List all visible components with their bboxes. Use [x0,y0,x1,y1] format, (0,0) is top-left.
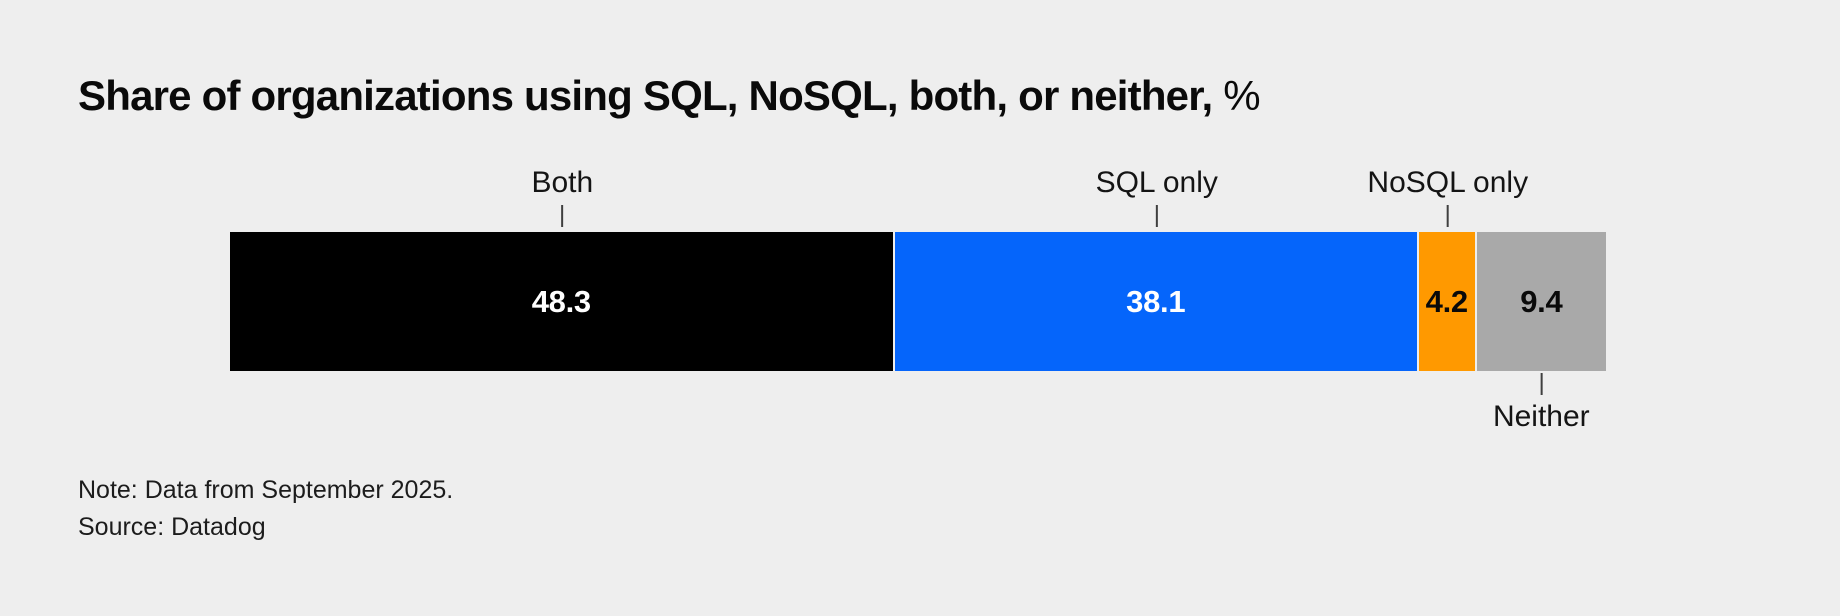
label-leader-tick [1446,205,1449,227]
bar-segment-nosql-only: 4.2 [1418,232,1477,371]
category-label-neither: Neither [1493,373,1590,434]
category-label-text: SQL only [1095,166,1218,199]
category-label-sql-only: SQL only [1096,166,1218,227]
bar-segment-both: 48.3 [230,232,895,371]
label-leader-tick [561,205,564,227]
chart-note: Note: Data from September 2025. [78,476,454,504]
chart-source: Source: Datadog [78,513,266,541]
category-label-both: Both [531,166,593,227]
label-leader-tick [1540,373,1543,395]
chart-title-text: Share of organizations using SQL, NoSQL,… [78,72,1213,119]
category-label-nosql-only: NoSQL only [1367,166,1528,227]
category-label-text: NoSQL only [1367,166,1529,199]
label-leader-tick [1155,205,1158,227]
bar-segment-neither: 9.4 [1476,232,1606,371]
segment-value-label: 4.2 [1425,283,1469,319]
bar-segment-sql-only: 38.1 [894,232,1419,371]
segment-value-label: 38.1 [1126,283,1186,319]
stacked-bar: 48.3 38.1 4.2 9.4 [230,232,1606,371]
chart-title-unit: % [1223,72,1261,119]
segment-value-label: 9.4 [1520,283,1563,319]
segment-value-label: 48.3 [531,283,591,319]
category-label-text: Both [531,166,594,199]
chart-title: Share of organizations using SQL, NoSQL,… [78,72,1261,120]
category-label-text: Neither [1492,400,1590,433]
